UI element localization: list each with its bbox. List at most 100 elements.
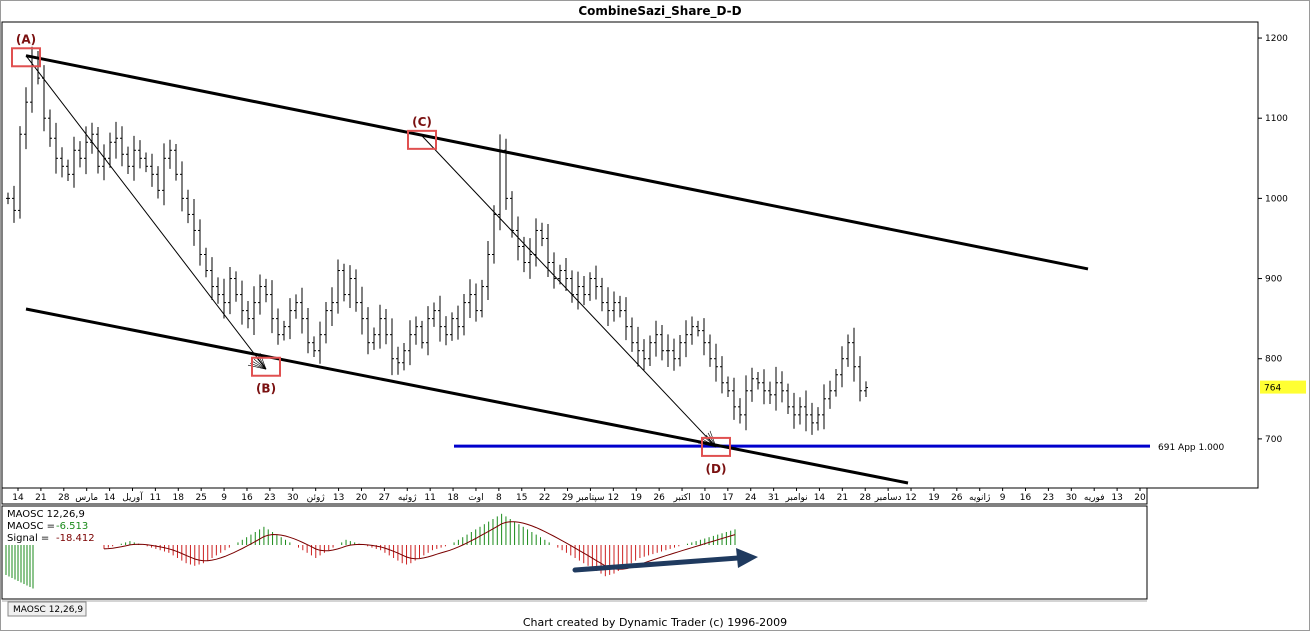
ohlc-bar — [768, 381, 772, 404]
ohlc-bar — [570, 270, 574, 303]
ohlc-bar — [306, 308, 310, 354]
ohlc-bar — [594, 265, 598, 300]
ohlc-bar — [462, 293, 466, 336]
ohlc-bar — [234, 271, 238, 302]
ohlc-bar — [78, 141, 82, 168]
time-tick-label: 12 — [608, 493, 619, 503]
time-tick-label: فوریه — [1084, 493, 1105, 503]
ohlc-bar — [636, 326, 640, 367]
ohlc-bar — [858, 356, 862, 402]
ohlc-bar — [354, 269, 358, 312]
price-tick-label: 700 — [1265, 435, 1282, 445]
ohlc-bar — [102, 144, 106, 181]
ohlc-bar — [642, 339, 646, 371]
ohlc-bar — [294, 294, 298, 319]
ohlc-bar — [18, 126, 22, 219]
osc-legend-maosc-value: -6.513 — [56, 521, 88, 532]
ohlc-bar — [780, 371, 784, 403]
ohlc-bar — [612, 291, 616, 322]
ohlc-bar — [522, 236, 526, 273]
ohlc-bar — [684, 320, 688, 358]
ohlc-bar — [828, 380, 832, 409]
ohlc-bar — [576, 271, 580, 310]
wave-marker-box — [701, 436, 731, 457]
ohlc-bar — [456, 305, 460, 340]
wave-marker-box — [11, 47, 41, 68]
ohlc-bar — [816, 407, 820, 431]
price-tick-label: 900 — [1265, 275, 1282, 285]
ohlc-bar — [186, 189, 190, 224]
time-tick-label: اوت — [468, 493, 483, 503]
ohlc-bar — [366, 307, 370, 355]
ohlc-bar — [762, 369, 766, 405]
ohlc-bar — [678, 334, 682, 367]
fan-ray — [259, 353, 267, 370]
time-tick-label: 30 — [1066, 493, 1078, 503]
ohlc-bar — [840, 346, 844, 388]
ohlc-bar — [504, 138, 508, 210]
ohlc-bar — [672, 338, 676, 371]
ohlc-bar — [420, 320, 424, 349]
trend-fans — [25, 55, 717, 448]
oscillator-trend-arrow — [572, 548, 758, 573]
ohlc-bar — [270, 280, 274, 334]
price-axis: 700 800 900 1000 1100 1200 — [1258, 34, 1288, 445]
ohlc-bar — [468, 279, 472, 318]
ohlc-bar — [438, 295, 442, 342]
time-tick-label: دسامبر — [874, 493, 902, 503]
ohlc-bar — [162, 143, 166, 206]
ohlc-bar — [330, 287, 334, 327]
ohlc-bars — [6, 46, 868, 435]
time-tick-label: 14 — [12, 493, 24, 503]
ohlc-bar — [228, 267, 232, 315]
ohlc-bar — [42, 65, 46, 132]
fan-line — [25, 55, 267, 370]
ohlc-bar — [666, 334, 670, 368]
price-panel-border — [1, 21, 1259, 489]
wave-marker-label: (C) — [412, 115, 432, 129]
ohlc-bar — [606, 287, 610, 327]
last-price-tag-bg — [1260, 380, 1306, 394]
time-tick-label: 20 — [356, 493, 368, 503]
ohlc-bar — [312, 336, 316, 357]
ohlc-bar — [324, 301, 328, 344]
ohlc-bar — [54, 122, 58, 174]
ohlc-bar — [756, 372, 760, 390]
time-tick-label: 11 — [150, 493, 161, 503]
ohlc-bar — [198, 219, 202, 266]
osc-legend-maosc-label: MAOSC = — [7, 521, 55, 532]
time-tick-label: 19 — [631, 493, 643, 503]
ohlc-bar — [408, 320, 412, 366]
time-tick-label: 31 — [768, 493, 779, 503]
ohlc-bar — [108, 132, 112, 168]
ohlc-bar — [192, 199, 196, 246]
time-tick-label: 12 — [905, 493, 916, 503]
ohlc-bar — [558, 264, 562, 285]
ohlc-bar — [660, 325, 664, 361]
time-tick-label: ژوئن — [307, 493, 325, 503]
ohlc-bar — [426, 306, 430, 356]
ohlc-bar — [252, 286, 256, 335]
trend-channel — [25, 54, 1089, 485]
time-tick-label: 9 — [221, 493, 227, 503]
osc-panel-tab[interactable] — [7, 601, 87, 617]
ohlc-bar — [114, 121, 118, 159]
time-tick-label: سپتامبر — [575, 493, 604, 503]
time-tick-label: 26 — [653, 493, 665, 503]
time-tick-label: 19 — [928, 493, 940, 503]
ohlc-bar — [702, 318, 706, 356]
price-tick-label: 1200 — [1265, 34, 1288, 44]
ohlc-bar — [216, 277, 220, 304]
osc-legend-signal-value: -18.412 — [56, 533, 95, 544]
ohlc-bar — [618, 295, 622, 318]
price-tick-label: 800 — [1265, 355, 1282, 365]
wave-marker-box — [251, 356, 281, 377]
ohlc-bar — [432, 302, 436, 327]
ohlc-bar — [276, 308, 280, 345]
time-tick-label: 16 — [1020, 493, 1032, 503]
ohlc-bar — [582, 275, 586, 306]
time-tick-label: 17 — [722, 493, 733, 503]
ohlc-bar — [852, 327, 856, 382]
time-tick-label: نوامبر — [784, 493, 807, 503]
